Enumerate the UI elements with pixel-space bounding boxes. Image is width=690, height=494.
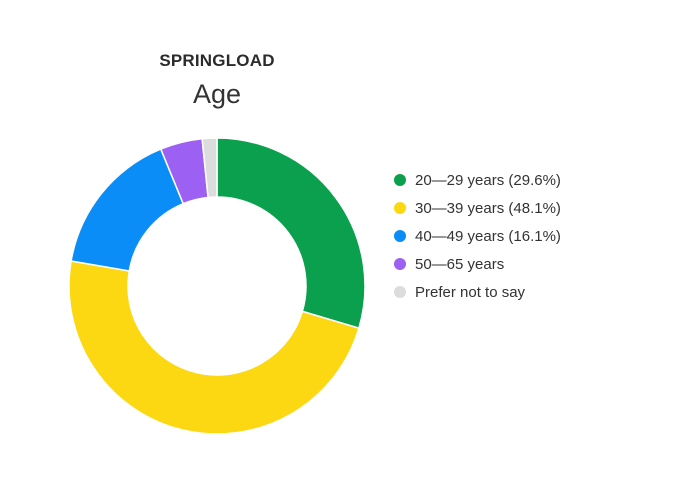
donut-slice-3 bbox=[70, 148, 185, 272]
legend-swatch bbox=[394, 174, 406, 186]
legend-label: Prefer not to say bbox=[415, 283, 526, 301]
legend-label: 40—49 years (16.1%) bbox=[415, 227, 561, 245]
legend-swatch bbox=[394, 258, 406, 270]
legend-swatch bbox=[394, 202, 406, 214]
legend-swatch bbox=[394, 230, 406, 242]
donut-slice-2 bbox=[68, 260, 360, 435]
legend-label: 20—29 years (29.6%) bbox=[415, 171, 561, 189]
legend-item-50-65: 50—65 years bbox=[394, 250, 561, 278]
chart-title: Age bbox=[192, 79, 242, 109]
legend-swatch bbox=[394, 286, 406, 298]
legend-item-prefer-not-to-say: Prefer not to say bbox=[394, 278, 561, 306]
chart-legend: 20—29 years (29.6%) 30—39 years (48.1%) … bbox=[394, 166, 561, 306]
legend-label: 50—65 years bbox=[415, 255, 505, 273]
donut-slice-5 bbox=[201, 137, 218, 199]
legend-label: 30—39 years (48.1%) bbox=[415, 199, 561, 217]
legend-item-20-29: 20—29 years (29.6%) bbox=[394, 166, 561, 194]
legend-item-40-49: 40—49 years (16.1%) bbox=[394, 222, 561, 250]
brand-name: SPRINGLOAD bbox=[159, 51, 275, 70]
donut-slice-1 bbox=[216, 137, 366, 330]
legend-item-30-39: 30—39 years (48.1%) bbox=[394, 194, 561, 222]
